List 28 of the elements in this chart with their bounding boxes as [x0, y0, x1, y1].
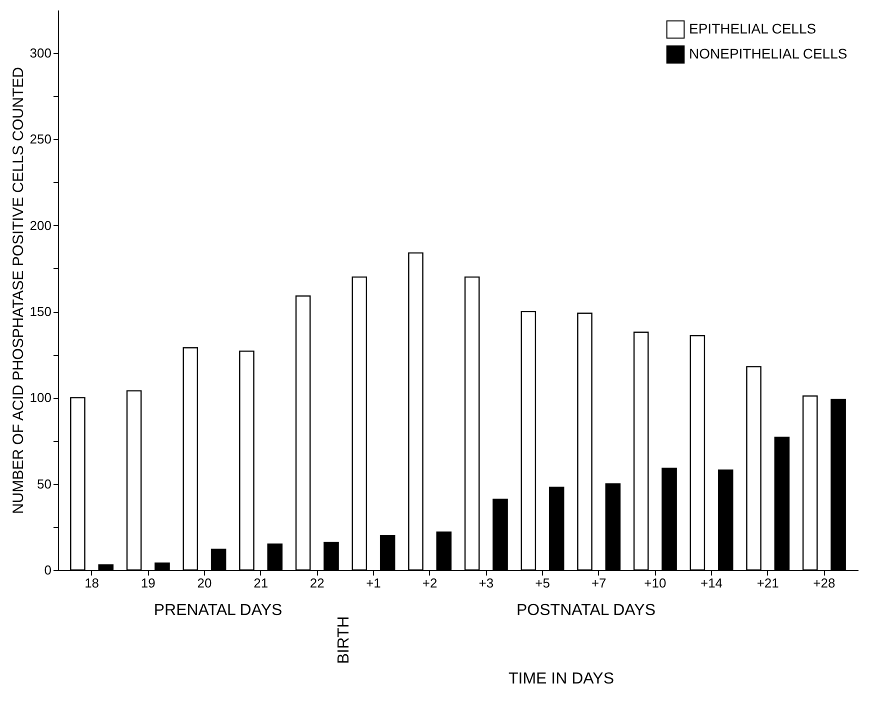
x-tick-label: 22 [310, 576, 324, 590]
y-tick-label: 0 [44, 562, 52, 578]
text: PRENATAL DAYS [154, 602, 282, 619]
x-tick-label: +21 [756, 576, 779, 590]
text: BIRTH [336, 616, 353, 664]
x-tick-label: +2 [422, 576, 438, 590]
x-tick-label: +10 [644, 576, 666, 590]
legend-label: EPITHELIAL CELLS [689, 20, 816, 36]
x-tick-label: +5 [535, 576, 550, 590]
x-tick-label: 19 [140, 576, 156, 590]
x-axis-title: TIME IN DAYS [508, 670, 614, 688]
legend-label: NONEPITHELIAL CELLS [689, 46, 848, 62]
y-tick-label: 50 [37, 476, 52, 492]
x-tick-label: +28 [813, 576, 836, 590]
x-tick-label: 20 [197, 576, 212, 590]
x-tick-label: 18 [84, 576, 100, 590]
x-tick-label: +1 [366, 576, 381, 590]
text: POSTNATAL DAYS [516, 602, 656, 619]
y-tick-label: 150 [30, 304, 52, 320]
x-tick-label: +14 [700, 576, 723, 590]
x-tick-label: +7 [591, 576, 606, 590]
y-tick-label: 200 [30, 218, 52, 233]
y-tick-label: 300 [30, 46, 52, 61]
x-tick-label: 21 [254, 576, 268, 590]
y-axis-title: NUMBER OF ACID PHOSPHATASE POSITIVE CELLS COUNTED [10, 66, 27, 514]
y-tick-label: 100 [30, 390, 52, 406]
y-tick-label: 250 [30, 132, 52, 147]
x-tick-label: +3 [478, 576, 494, 590]
